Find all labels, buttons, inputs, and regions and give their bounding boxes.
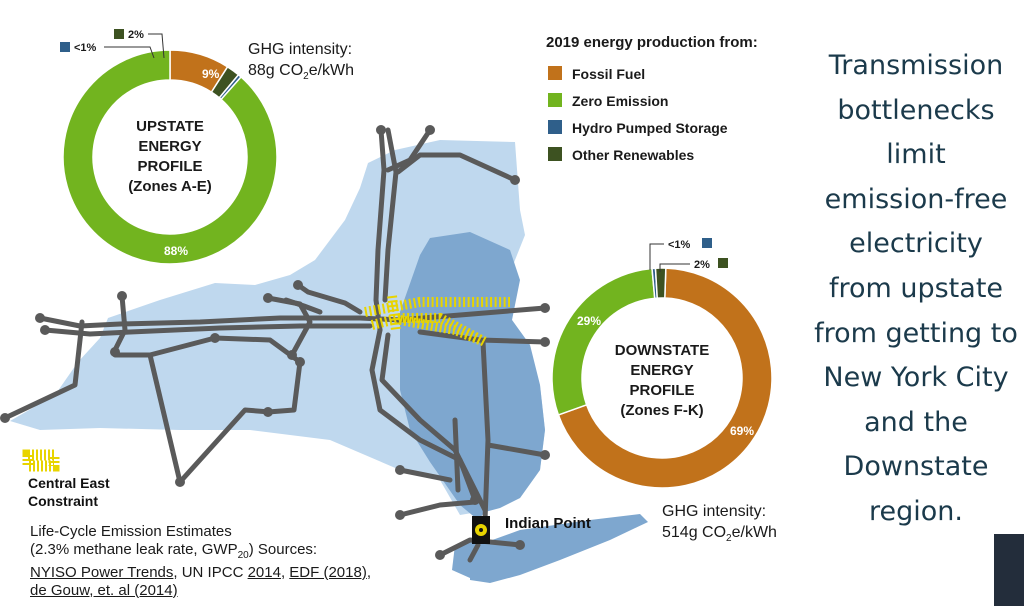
caption-line: bottlenecks — [837, 94, 995, 126]
upstate-hydro-label: <1% — [74, 42, 97, 54]
upstate-title-line1: UPSTATE — [136, 118, 204, 135]
constraint-label-line2: Constraint — [28, 493, 98, 509]
downstate-hydro-label: <1% — [668, 239, 691, 251]
downstate-donut — [551, 267, 773, 489]
edf-2018-link[interactable]: EDF (2018) — [289, 564, 367, 581]
donut-down-slice-fossil-fuel — [557, 267, 773, 489]
sources-line4: de Gouw, et. al (2014) — [30, 582, 410, 600]
caption-line: Downstate — [843, 451, 989, 483]
transmission-caption: Transmission bottlenecks limit emission-… — [808, 44, 1024, 535]
caption-line: Transmission — [828, 50, 1004, 81]
downstate-small-callouts: <1% 2% — [649, 238, 728, 272]
caption-line: emission-free — [824, 183, 1008, 215]
caption-line: from upstate — [828, 272, 1004, 304]
upstate-intensity: GHG intensity: 88g CO2e/kWh — [248, 41, 354, 82]
legend-swatch-zero-emission — [548, 93, 562, 107]
legend-title: 2019 energy production from: — [546, 34, 758, 51]
caption-line: region. — [869, 495, 963, 527]
legend-label-fossil-fuel: Fossil Fuel — [572, 66, 645, 82]
downstate-title-line2: ENERGY — [630, 362, 693, 379]
legend-swatch-fossil-fuel — [548, 66, 562, 80]
central-east-constraint — [364, 295, 510, 347]
downstate-intensity: GHG intensity: 514g CO2e/kWh — [662, 503, 777, 544]
upstate-small-callouts: <1% 2% — [60, 29, 165, 59]
upstate-hydro-swatch — [60, 42, 70, 52]
indian-point-marker — [472, 516, 490, 544]
upstate-intensity-value: 88g CO2e/kWh — [248, 62, 354, 82]
chart-legend: 2019 energy production from: Fossil Fuel… — [546, 34, 758, 163]
upstate-title-line2: ENERGY — [138, 138, 201, 155]
upstate-other-label: 2% — [128, 29, 144, 41]
legend-swatch-hydro-pumped-storage — [548, 120, 562, 134]
legend-label-hydro-pumped-storage: Hydro Pumped Storage — [572, 120, 728, 136]
downstate-intensity-value: 514g CO2e/kWh — [662, 524, 777, 544]
downstate-title-line3: PROFILE — [629, 382, 694, 399]
upstate-fossil-label: 9% — [202, 67, 220, 81]
legend-label-other-renewables: Other Renewables — [572, 147, 694, 163]
sources-line2: (2.3% methane leak rate, GWP20) Sources: — [30, 540, 318, 561]
de-gouw-link[interactable]: de Gouw, et. al (2014) — [30, 581, 178, 599]
substation-nodes — [0, 125, 550, 560]
sources-line3: NYISO Power Trends, UN IPCC 2014, EDF (2… — [30, 564, 371, 581]
donut-up-slice-zero-emission — [62, 49, 278, 265]
sources-line1: Life-Cycle Emission Estimates — [30, 523, 232, 540]
upstate-zero-label: 88% — [164, 244, 188, 258]
long-island — [470, 514, 648, 583]
downstate-fossil-label: 69% — [730, 424, 754, 438]
downstate-zero-label: 29% — [577, 314, 601, 328]
downstate-other-label: 2% — [694, 259, 710, 271]
caption-line: and the — [864, 406, 968, 438]
upstate-title-line4: (Zones A-E) — [128, 178, 212, 195]
upstate-intensity-label: GHG intensity: — [248, 41, 352, 58]
downstate-other-swatch — [718, 258, 728, 268]
upstate-title: UPSTATE ENERGY PROFILE (Zones A-E) — [128, 118, 212, 195]
sources-note: Life-Cycle Emission Estimates (2.3% meth… — [30, 523, 410, 599]
downstate-intensity-label: GHG intensity: — [662, 503, 766, 520]
constraint-label-line1: Central East — [28, 475, 110, 491]
ipcc-2014-link[interactable]: 2014 — [247, 564, 281, 581]
legend-swatch-other-renewables — [548, 147, 562, 161]
downstate-title-line1: DOWNSTATE — [615, 342, 709, 359]
caption-line: New York City — [823, 362, 1009, 394]
downstate-title-line4: (Zones F-K) — [620, 402, 703, 419]
nyiso-link[interactable]: NYISO Power Trends — [30, 564, 174, 581]
upstate-donut — [62, 49, 278, 265]
legend-label-zero-emission: Zero Emission — [572, 93, 668, 109]
upstate-title-line3: PROFILE — [137, 158, 202, 175]
caption-line: from getting to — [814, 317, 1018, 349]
downstate-title: DOWNSTATE ENERGY PROFILE (Zones F-K) — [615, 342, 709, 419]
upstate-other-swatch — [114, 29, 124, 39]
indian-point-label: Indian Point — [505, 515, 591, 532]
caption-line: limit — [886, 139, 946, 171]
corner-block — [994, 534, 1024, 606]
caption-line: electricity — [849, 228, 983, 260]
donut-down-slice-other-renewables — [654, 267, 667, 299]
downstate-hydro-swatch — [702, 238, 712, 248]
constraint-swatch — [22, 449, 60, 472]
